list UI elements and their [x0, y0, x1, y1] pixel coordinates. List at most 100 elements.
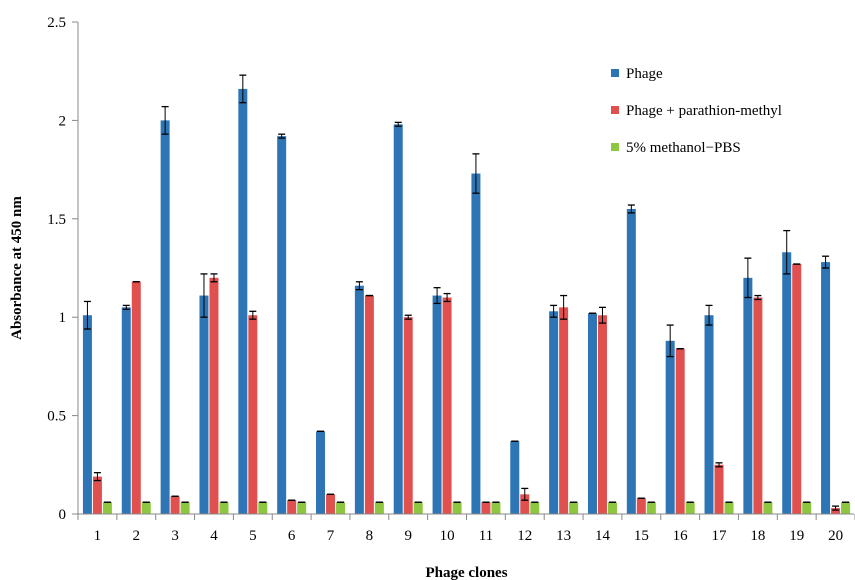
bar: [802, 502, 812, 514]
bar: [160, 120, 170, 515]
bar: [277, 136, 287, 515]
bar: [743, 277, 753, 514]
y-axis-title: Absorbance at 450 nm: [9, 196, 25, 340]
bar: [636, 498, 646, 514]
bar: [297, 502, 307, 514]
x-tick-label: 18: [750, 528, 765, 544]
x-tick-label: 5: [249, 528, 257, 544]
bar: [393, 124, 403, 514]
x-tick-label: 10: [440, 528, 455, 544]
bar: [258, 502, 268, 514]
legend-label: 5% methanol−PBS: [626, 140, 741, 156]
x-tick-label: 15: [634, 528, 649, 544]
bar: [287, 500, 297, 514]
x-tick-label: 14: [595, 528, 611, 544]
bar: [587, 313, 597, 514]
bar: [219, 502, 229, 514]
bar: [326, 494, 336, 514]
axes-layer: [77, 22, 854, 515]
x-tick-label: 11: [479, 528, 493, 544]
bar: [491, 502, 501, 514]
bar: [180, 502, 190, 514]
bar: [82, 315, 92, 514]
legend: Phage Phage + parathion-methyl 5% methanol…: [611, 66, 782, 156]
bar: [336, 502, 346, 514]
bar: [782, 252, 792, 515]
bar: [520, 494, 530, 514]
bar: [92, 476, 102, 514]
x-tick-label: 1: [94, 528, 102, 544]
bar: [471, 173, 481, 514]
x-tick-label: 16: [673, 528, 689, 544]
bar: [646, 502, 656, 514]
bar: [432, 295, 442, 514]
bar: [209, 277, 219, 514]
bar: [549, 311, 559, 514]
bar: [452, 502, 462, 514]
bar: [607, 502, 617, 514]
legend-label: Phage + parathion-methyl: [626, 103, 782, 119]
bar: [238, 88, 248, 515]
bar: [714, 464, 724, 514]
x-tick-label: 4: [210, 528, 218, 544]
bar: [569, 502, 579, 514]
error-bars-layer: [83, 74, 850, 511]
bar: [831, 508, 841, 514]
bar: [821, 262, 831, 514]
bar: [675, 348, 685, 514]
bar: [374, 502, 384, 514]
y-tick-label: 0: [59, 507, 67, 523]
bar: [665, 340, 675, 514]
bar: [141, 502, 151, 514]
bar: [248, 315, 258, 514]
y-ticks: 0 0.5 1 1.5 2 2.5: [47, 15, 78, 523]
y-tick-label: 1: [59, 310, 67, 326]
x-tick-label: 13: [556, 528, 571, 544]
bar: [170, 496, 180, 514]
bar: [403, 317, 413, 514]
legend-label: Phage: [626, 66, 663, 82]
bars-layer: [82, 88, 851, 515]
y-tick-label: 0.5: [47, 409, 66, 425]
x-tick-label: 6: [288, 528, 296, 544]
x-tick-label: 8: [366, 528, 374, 544]
bar: [626, 208, 636, 514]
bar: [354, 285, 364, 514]
bar: [131, 281, 141, 514]
bar: [199, 295, 209, 514]
y-tick-label: 1.5: [47, 212, 66, 228]
x-ticks: 1 2 3 4 5 6 7 8 9 10 11 12 13 14 15 16 17 18 19 20: [77, 514, 855, 544]
x-tick-label: 3: [171, 528, 179, 544]
bar: [841, 502, 851, 514]
x-tick-label: 20: [828, 528, 843, 544]
x-axis-title: Phage clones: [425, 565, 507, 580]
legend-swatch: [611, 106, 619, 114]
bar: [510, 441, 520, 514]
y-tick-label: 2: [59, 113, 67, 129]
bar: [792, 264, 802, 514]
bar: [724, 502, 734, 514]
bar: [364, 295, 374, 514]
bar: [413, 502, 423, 514]
bar: [753, 297, 763, 514]
bar: [316, 431, 326, 514]
x-tick-label: 17: [712, 528, 728, 544]
bar: [442, 297, 452, 514]
bar: [559, 307, 569, 514]
bar: [121, 307, 131, 514]
x-tick-label: 12: [517, 528, 532, 544]
bar: [685, 502, 695, 514]
bar: [102, 502, 112, 514]
x-tick-label: 2: [133, 528, 141, 544]
legend-swatch: [611, 69, 619, 77]
x-tick-label: 7: [327, 528, 335, 544]
x-tick-label: 19: [789, 528, 804, 544]
y-tick-label: 2.5: [47, 15, 66, 31]
bar: [530, 502, 540, 514]
legend-swatch: [611, 143, 619, 151]
bar: [704, 315, 714, 514]
bar: [763, 502, 773, 514]
x-tick-label: 9: [404, 528, 412, 544]
bar: [597, 315, 607, 514]
